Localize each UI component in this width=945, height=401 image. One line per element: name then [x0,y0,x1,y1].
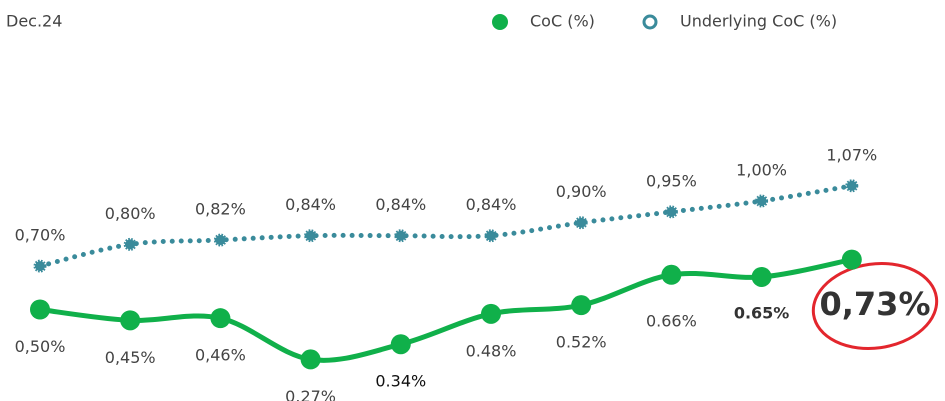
value-label: 0,70% [15,226,66,245]
point [123,237,137,251]
point [484,229,498,243]
value-label: 0.66% [646,312,697,331]
series-line [37,183,855,269]
point [304,229,318,243]
point [664,205,678,219]
series-line [39,257,853,363]
point [571,295,592,316]
legend-label: Underlying CoC (%) [680,12,837,31]
value-label: 0.34% [375,372,426,391]
value-label: 0,80% [105,204,156,223]
value-label: 1,07% [826,145,877,164]
value-label: 0,82% [195,200,246,219]
point [120,310,141,331]
value-label: 0,90% [556,182,607,201]
point [574,216,588,230]
point [30,299,50,320]
point [481,303,501,324]
legend-marker [492,14,508,30]
value-label: 0.27% [285,387,336,401]
point [751,266,772,287]
value-label: 1,00% [736,161,787,180]
value-label: 0,45% [105,348,156,367]
value-label: 0.65% [734,304,790,323]
value-label: 0.52% [556,333,607,352]
value-label: 0,84% [285,195,336,214]
point [394,229,408,243]
point [390,334,411,355]
value-label: 0,95% [646,171,697,190]
highlight-circle [811,262,939,350]
point [845,179,859,193]
point [300,349,321,370]
point [33,259,47,273]
value-label: 0,84% [375,195,426,214]
legend-label: CoC (%) [530,12,595,31]
point [213,233,227,247]
point [755,194,769,208]
value-label: 0.48% [466,341,517,360]
value-label: 0,73% [819,285,930,323]
value-label: 0,50% [15,337,66,356]
point [210,308,231,329]
point [661,264,682,285]
legend-marker [642,14,658,30]
point [841,249,862,270]
value-label: 0,84% [466,195,517,214]
chart-subtitle: Dec.24 [6,12,62,31]
value-label: 0,46% [195,346,246,365]
